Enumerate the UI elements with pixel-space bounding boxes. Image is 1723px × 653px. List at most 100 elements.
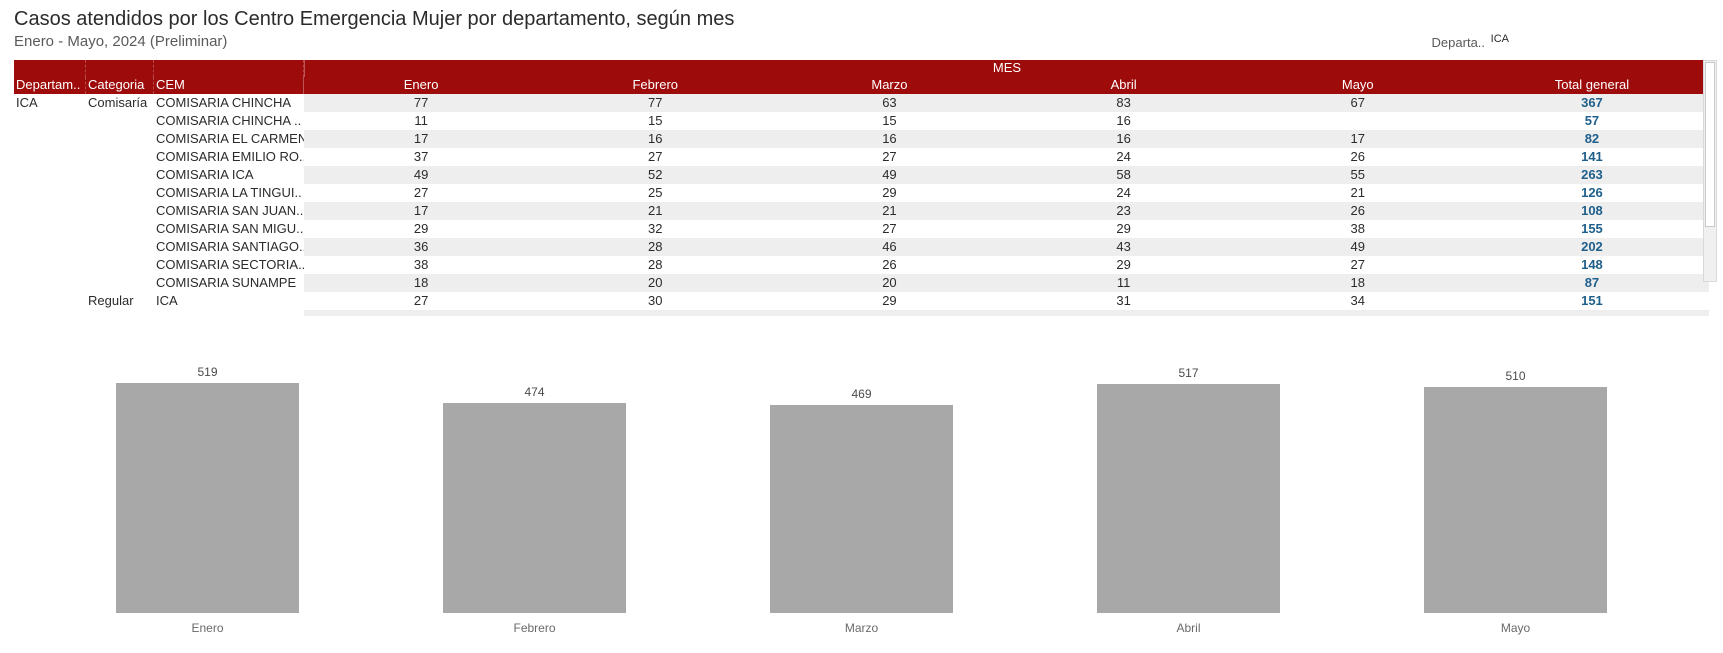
cell-dept [14,292,86,310]
cell-dept [14,202,86,220]
cell-value: 27 [1241,256,1475,274]
cell-value: 49 [1241,238,1475,256]
scrollbar-thumb[interactable] [1705,62,1715,227]
cell-value: 27 [772,220,1006,238]
bar-rect [443,403,626,613]
cell-dept [14,184,86,202]
col-categoria[interactable]: Categoria [86,77,154,94]
bar-value-label: 519 [197,365,217,379]
col-cem[interactable]: CEM [154,77,304,94]
cell-value: 38 [1241,220,1475,238]
bar-category-label: Enero [44,621,371,635]
cell-value: 27 [772,148,1006,166]
cell-total: 57 [1475,112,1709,130]
cell-cat [86,184,154,202]
cell-value: 24 [1007,184,1241,202]
cell-cem: COMISARIA EMILIO RO.. [154,148,304,166]
col-total[interactable]: Total general [1475,77,1709,94]
page-title: Casos atendidos por los Centro Emergenci… [14,8,1709,31]
cell-value: 15 [772,112,1006,130]
table-row[interactable]: COMISARIA EL CARMEN171616161782 [14,130,1709,148]
cell-value: 29 [304,220,538,238]
cell-value: 20 [772,274,1006,292]
table-row[interactable]: COMISARIA SECTORIA..3828262927148 [14,256,1709,274]
cell-cem: COMISARIA SECTORIA.. [154,256,304,274]
cell-dept [14,220,86,238]
table-body: ICAComisaríaCOMISARIA CHINCHA77776383673… [14,94,1709,316]
cell-cat: Regular [86,292,154,310]
page-subtitle: Enero - Mayo, 2024 (Preliminar) [14,33,227,50]
bar-value-label: 510 [1505,369,1525,383]
cell-cem: COMISARIA LA TINGUI.. [154,184,304,202]
bar-category-label: Marzo [698,621,1025,635]
col-departamento[interactable]: Departam.. [14,77,86,94]
table-superheader: MES [14,60,1709,77]
bar-category-label: Febrero [371,621,698,635]
filter-label: Departa.. [1432,35,1485,50]
cell-value: 27 [304,292,538,310]
col-mayo[interactable]: Mayo [1241,77,1475,94]
filter-value: ICA [1491,33,1509,45]
cell-cat: Comisaría [86,94,154,112]
table-row[interactable]: COMISARIA SAN JUAN..1721212326108 [14,202,1709,220]
cell-cem: COMISARIA SANTIAGO.. [154,238,304,256]
cell-cat [86,256,154,274]
cell-value: 67 [1241,94,1475,112]
cell-value: 26 [1241,202,1475,220]
table-scrollbar[interactable] [1703,60,1717,282]
table-row[interactable]: COMISARIA LA TINGUI..2725292421126 [14,184,1709,202]
mes-header: MES [304,60,1709,77]
cell-cem: ICA [154,292,304,310]
chart-bar[interactable]: 519 [44,353,371,613]
chart-bar[interactable]: 469 [698,353,1025,613]
cell-value: 29 [772,184,1006,202]
col-abril[interactable]: Abril [1007,77,1241,94]
table-row[interactable]: COMISARIA SAN MIGU..2932272938155 [14,220,1709,238]
table-row[interactable]: RegularICA2730293134151 [14,292,1709,310]
table-row[interactable]: COMISARIA SANTIAGO..3628464349202 [14,238,1709,256]
cell-value: 16 [538,130,772,148]
table-row[interactable]: COMISARIA SUNAMPE182020111887 [14,274,1709,292]
chart-bar[interactable]: 474 [371,353,698,613]
cell-value: 77 [538,94,772,112]
cell-cem: COMISARIA CHINCHA .. [154,112,304,130]
chart-bar[interactable]: 517 [1025,353,1352,613]
cell-cem: COMISARIA SAN JUAN.. [154,202,304,220]
cell-cem: COMISARIA EL CARMEN [154,130,304,148]
bar-category-label: Mayo [1352,621,1679,635]
cell-dept [14,274,86,292]
cell-cat [86,220,154,238]
dashboard-header: Casos atendidos por los Centro Emergenci… [0,0,1723,54]
cell-value: 20 [538,274,772,292]
cell-value: 49 [772,166,1006,184]
cell-value: 21 [772,202,1006,220]
cell-value: 21 [538,202,772,220]
table-row[interactable]: COMISARIA CHINCHA ..1115151657 [14,112,1709,130]
table-row[interactable]: ICAComisaríaCOMISARIA CHINCHA77776383673… [14,94,1709,112]
cell-value: 43 [1007,238,1241,256]
department-filter[interactable]: Departa.. ICA [1432,33,1509,50]
cell-cat [86,166,154,184]
cell-total: 82 [1475,130,1709,148]
cell-value: 16 [772,130,1006,148]
cell-value: 18 [304,274,538,292]
cell-total: 367 [1475,94,1709,112]
cell-value: 24 [1007,148,1241,166]
cell-dept [14,166,86,184]
table-row[interactable]: COMISARIA ICA4952495855263 [14,166,1709,184]
cell-cat [86,148,154,166]
cell-value: 36 [304,238,538,256]
cell-value: 17 [1241,130,1475,148]
table-row[interactable]: COMISARIA EMILIO RO..3727272426141 [14,148,1709,166]
cell-total: 263 [1475,166,1709,184]
cell-value: 26 [1241,148,1475,166]
chart-bar[interactable]: 510 [1352,353,1679,613]
cell-value: 26 [772,256,1006,274]
cell-cat [86,130,154,148]
cell-total: 108 [1475,202,1709,220]
col-febrero[interactable]: Febrero [538,77,772,94]
cell-total: 202 [1475,238,1709,256]
col-enero[interactable]: Enero [304,77,538,94]
col-marzo[interactable]: Marzo [772,77,1006,94]
cell-value: 49 [304,166,538,184]
